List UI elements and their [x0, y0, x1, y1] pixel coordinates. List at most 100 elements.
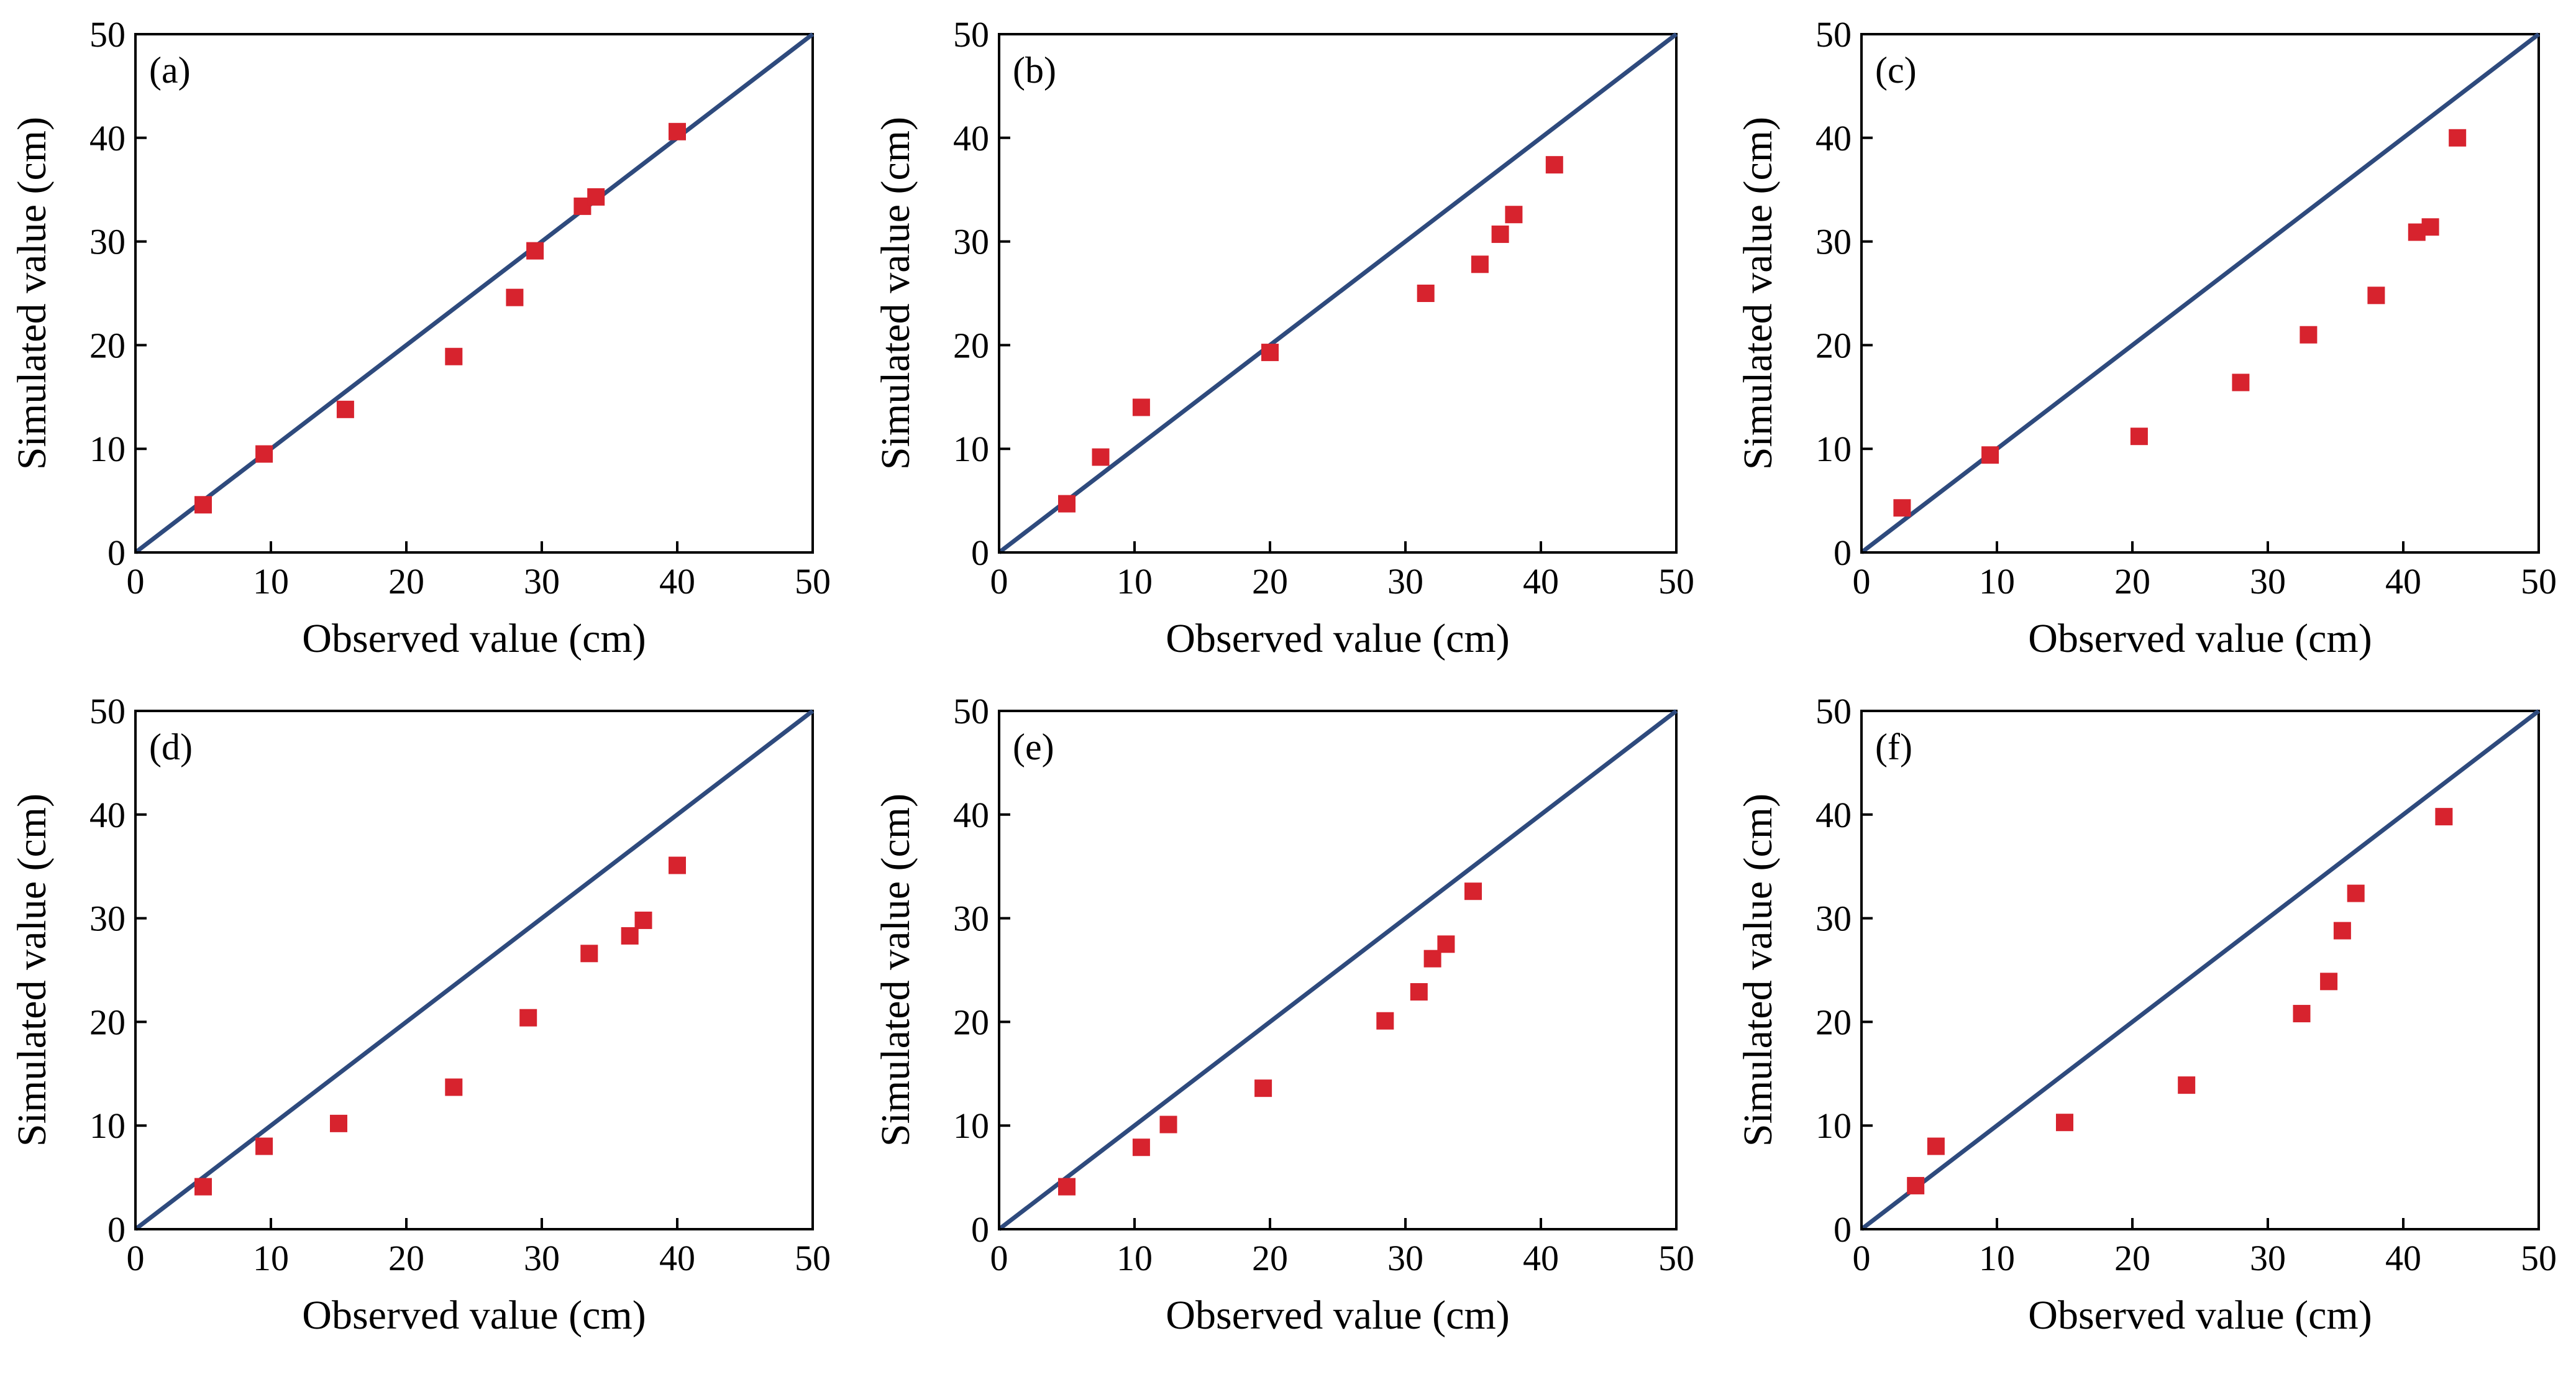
chart-panel-5: 0 10 20 30 40 50 0 10 20 30 40 50 Observed value (cm… — [873, 691, 1694, 1338]
x-tick-label: 30 — [2250, 1238, 2286, 1278]
data-point — [194, 496, 212, 514]
x-tick-label: 50 — [1658, 1238, 1694, 1278]
data-point — [669, 856, 686, 874]
data-point — [255, 1137, 273, 1155]
data-point — [1058, 1178, 1076, 1196]
y-axis-label: Simulated value (cm) — [873, 794, 918, 1147]
x-tick-label: 40 — [1523, 561, 1559, 602]
panel-label: (f) — [1875, 726, 1912, 767]
y-tick-label: 20 — [1816, 1002, 1852, 1042]
panel-label: (c) — [1875, 50, 1917, 91]
y-tick-label: 30 — [89, 222, 126, 262]
plot-frame — [998, 33, 1678, 554]
one-to-one-line — [134, 709, 815, 1231]
chart-panel-6: 0 10 20 30 40 50 0 10 20 30 40 50 Observed value (cm… — [1735, 691, 2557, 1338]
data-point — [1410, 983, 1428, 1001]
x-tick-label: 20 — [2114, 1238, 2150, 1278]
y-tick-label: 50 — [89, 14, 126, 55]
y-tick-label: 10 — [89, 429, 126, 469]
chart-panel-4: 0 10 20 30 40 50 0 10 20 30 40 50 Observed value (cm… — [9, 691, 831, 1338]
data-point — [2300, 326, 2318, 344]
data-point — [1464, 882, 1482, 900]
data-point — [1981, 446, 1999, 464]
x-tick-label: 10 — [253, 1238, 289, 1278]
data-point — [669, 122, 686, 140]
one-to-one-line — [1860, 709, 2541, 1231]
data-point — [2293, 1005, 2311, 1023]
x-tick-label: 20 — [2114, 561, 2150, 602]
y-tick-label: 50 — [1816, 14, 1852, 55]
x-tick-label: 10 — [1117, 1238, 1153, 1278]
plot-frame — [134, 33, 814, 554]
plot-frame — [134, 710, 814, 1230]
x-tick-label: 0 — [990, 561, 1008, 602]
plot-frame — [998, 710, 1678, 1230]
data-point — [1254, 1079, 1272, 1097]
data-point — [587, 188, 605, 206]
data-point — [634, 911, 652, 929]
y-tick-label: 10 — [953, 1106, 989, 1146]
data-point — [1491, 225, 1509, 243]
data-point — [2232, 373, 2250, 392]
y-tick-label: 20 — [953, 325, 989, 365]
data-point — [1132, 398, 1150, 416]
y-tick-label: 0 — [971, 533, 989, 573]
x-tick-label: 0 — [990, 1238, 1008, 1278]
data-point — [2320, 973, 2338, 991]
data-point — [330, 1114, 347, 1132]
y-tick-label: 0 — [971, 1209, 989, 1250]
chart-panel-1: 0 10 20 30 40 50 0 10 20 30 40 50 Observed value (cm… — [9, 14, 831, 661]
data-point — [2333, 922, 2351, 940]
data-point — [1423, 950, 1441, 968]
x-tick-label: 40 — [659, 561, 695, 602]
x-tick-label: 30 — [1387, 1238, 1423, 1278]
data-point — [1417, 285, 1435, 302]
x-tick-label: 40 — [2385, 1238, 2421, 1278]
data-point — [2056, 1114, 2073, 1132]
x-tick-label: 0 — [127, 561, 145, 602]
data-point — [445, 347, 463, 365]
x-tick-label: 50 — [795, 561, 831, 602]
data-point — [1261, 344, 1279, 362]
x-axis-label: Observed value (cm) — [1166, 1293, 1509, 1338]
x-tick-label: 20 — [1252, 1238, 1288, 1278]
data-point — [1132, 1138, 1150, 1156]
x-tick-label: 20 — [388, 1238, 424, 1278]
y-tick-label: 10 — [1816, 1106, 1852, 1146]
plot-frame — [1860, 33, 2540, 554]
data-point — [1092, 448, 1110, 466]
y-tick-label: 20 — [89, 1002, 126, 1042]
chart-panel-3: 0 10 20 30 40 50 0 10 20 30 40 50 Observed value (cm… — [1735, 14, 2557, 661]
y-tick-label: 20 — [1816, 325, 1852, 365]
x-tick-label: 10 — [1979, 561, 2015, 602]
y-axis-label: Simulated value (cm) — [1735, 794, 1781, 1147]
y-axis-label: Simulated value (cm) — [1735, 117, 1781, 470]
chart-panel-2: 0 10 20 30 40 50 0 10 20 30 40 50 Observed value (cm… — [873, 14, 1694, 661]
data-point — [2130, 428, 2148, 446]
data-point — [1471, 255, 1489, 273]
data-point — [336, 400, 354, 418]
y-tick-label: 0 — [1834, 1209, 1852, 1250]
y-axis-label: Simulated value (cm) — [9, 794, 55, 1147]
data-point — [506, 288, 524, 306]
y-tick-label: 40 — [953, 795, 989, 835]
y-axis-label: Simulated value (cm) — [9, 117, 55, 470]
data-point — [1058, 495, 1076, 513]
y-tick-label: 40 — [1816, 118, 1852, 158]
y-tick-label: 0 — [107, 1209, 126, 1250]
data-point — [2347, 884, 2365, 902]
one-to-one-line — [1860, 32, 2541, 554]
data-point — [2421, 218, 2439, 236]
data-point — [445, 1078, 463, 1096]
x-tick-label: 30 — [524, 561, 560, 602]
x-tick-label: 10 — [253, 561, 289, 602]
y-tick-label: 40 — [953, 118, 989, 158]
data-point — [1376, 1012, 1394, 1030]
x-tick-label: 30 — [524, 1238, 560, 1278]
y-tick-label: 30 — [953, 899, 989, 939]
y-tick-label: 50 — [1816, 691, 1852, 731]
data-point — [194, 1178, 212, 1196]
data-point — [255, 445, 273, 463]
x-tick-label: 10 — [1979, 1238, 2015, 1278]
